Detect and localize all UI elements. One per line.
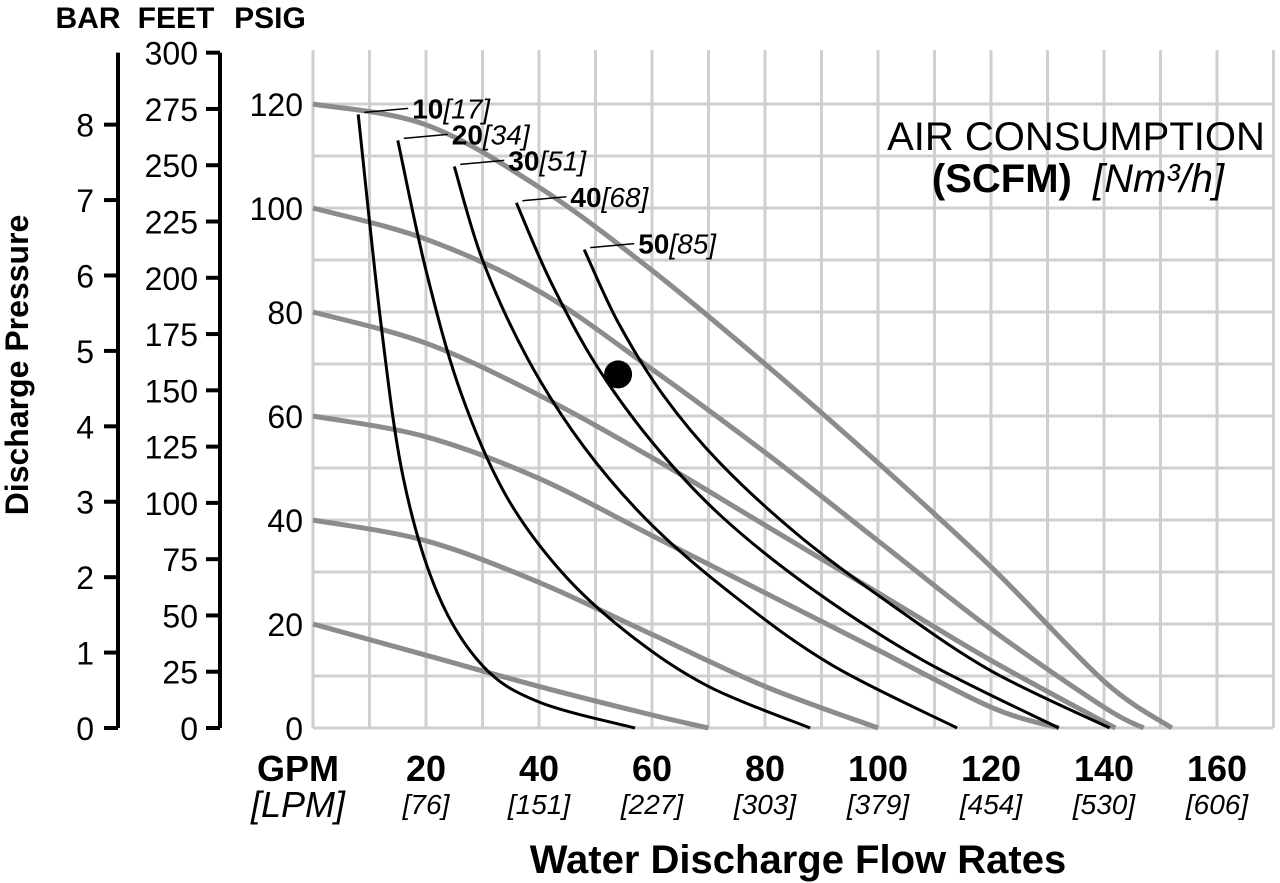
psig-tick-label: 20 (267, 607, 303, 643)
psig-tick-label: 80 (267, 295, 303, 331)
x-tick-label-lpm: [530] (1072, 789, 1136, 820)
curve-label-nm3h: [68] (601, 182, 650, 213)
feet-tick-label: 300 (145, 36, 198, 72)
feet-tick-label: 225 (145, 205, 198, 241)
title-units-italic: [Nm³/h] (1092, 157, 1225, 201)
x-tick-label-gpm: 40 (519, 748, 559, 789)
x-tick-label-gpm: 160 (1187, 748, 1247, 789)
curve-label-nm3h: [34] (482, 119, 531, 150)
curve-label-scfm: 30 (508, 145, 539, 176)
psig-tick-label: 60 (267, 399, 303, 435)
x-unit-lpm: [LPM] (250, 784, 346, 825)
x-tick-label-lpm: [151] (507, 789, 571, 820)
x-tick-label-gpm: 60 (632, 748, 672, 789)
feet-tick-label: 0 (180, 711, 198, 747)
curve-label: 50[85] (638, 229, 717, 260)
pressure-curve (312, 621, 710, 731)
feet-tick-label: 100 (145, 486, 198, 522)
air-consumption-curve (356, 114, 636, 730)
air-consumption-curve (582, 248, 1111, 730)
curve-label-scfm: 50 (638, 229, 669, 260)
psig-axis-label: PSIG (234, 2, 306, 35)
air-consumption-curve (452, 165, 958, 730)
curve-label: 10[17] (412, 93, 491, 124)
psig-tick-label: 120 (250, 87, 303, 123)
curve-label-nm3h: [51] (538, 145, 587, 176)
x-tick-label-lpm: [227] (620, 789, 684, 820)
curve-label-leader (522, 196, 567, 202)
x-tick-label-gpm: 80 (745, 748, 785, 789)
pressure-curve (312, 413, 1060, 731)
feet-axis-label: FEET (138, 2, 215, 35)
curve-label-nm3h: [17] (442, 93, 491, 124)
x-tick-label-lpm: [379] (846, 789, 910, 820)
x-tick-label-gpm: 20 (406, 748, 446, 789)
curve-label-leader (590, 242, 635, 249)
title-units-bold: (SCFM) (932, 157, 1072, 201)
feet-tick-label: 275 (145, 92, 198, 128)
pressure-curve (312, 101, 1174, 731)
bar-tick-label: 6 (76, 258, 94, 294)
y-axis-title: Discharge Pressure (0, 215, 35, 516)
x-tick-label-lpm: [76] (402, 789, 451, 820)
x-tick-label-lpm: [606] (1185, 789, 1249, 820)
feet-tick-label: 150 (145, 373, 198, 409)
feet-tick-label: 125 (145, 430, 198, 466)
curve-label-leader (364, 107, 409, 114)
curve-label-scfm: 20 (452, 119, 483, 150)
labels: 10[17]20[34]30[51] 40[68] 50[85] (364, 93, 717, 389)
air-consumption-curve (515, 202, 1060, 730)
feet-tick-label: 175 (145, 317, 198, 353)
curve-label-nm3h: [85] (668, 229, 717, 260)
x-axis-title: Water Discharge Flow Rates (530, 838, 1066, 882)
feet-tick-label: 200 (145, 261, 198, 297)
x-tick-label-lpm: [454] (959, 789, 1023, 820)
bar-tick-label: 3 (76, 485, 94, 521)
curve-label: 20[34] (452, 119, 531, 150)
x-tick-label-gpm: 140 (1074, 748, 1134, 789)
pressure-curve (312, 205, 1145, 731)
feet-tick-label: 25 (162, 655, 198, 691)
grid (311, 50, 1275, 730)
psig-tick-label: 100 (250, 191, 303, 227)
curve-label: 30[51] (508, 145, 587, 176)
curve-label-leader (460, 159, 505, 166)
feet-tick-label: 250 (145, 148, 198, 184)
bar-tick-label: 4 (76, 409, 94, 445)
curve-label-scfm: 10 (412, 93, 443, 124)
bar-tick-label: 5 (76, 334, 94, 370)
title-line-1: AIR CONSUMPTION (887, 115, 1265, 159)
axes: 20[76]40[151]60[227]80[303]100[379]120[4… (76, 36, 1249, 820)
psig-tick-label: 0 (285, 711, 303, 747)
bar-tick-label: 7 (76, 183, 94, 219)
curve-label-scfm: 40 (570, 182, 601, 213)
curve-label-leader (403, 133, 448, 140)
bar-axis-label: BAR (56, 2, 121, 35)
x-tick-label-lpm: [303] (733, 789, 797, 820)
psig-tick-label: 40 (267, 503, 303, 539)
x-tick-label-gpm: 100 (848, 748, 908, 789)
curve-label: 40[68] (570, 182, 649, 213)
x-unit-gpm: GPM (257, 748, 339, 789)
feet-tick-label: 75 (162, 542, 198, 578)
bar-tick-label: 0 (76, 711, 94, 747)
bar-tick-label: 2 (76, 560, 94, 596)
bar-tick-label: 1 (76, 636, 94, 672)
operating-point-marker (604, 360, 633, 389)
feet-tick-label: 50 (162, 598, 198, 634)
title-line-2: (SCFM) [Nm³/h] (932, 157, 1225, 201)
air-consumption-curves (356, 114, 1111, 730)
bar-tick-label: 8 (76, 108, 94, 144)
air-consumption-curve (396, 140, 811, 730)
x-tick-label-gpm: 120 (961, 748, 1021, 789)
